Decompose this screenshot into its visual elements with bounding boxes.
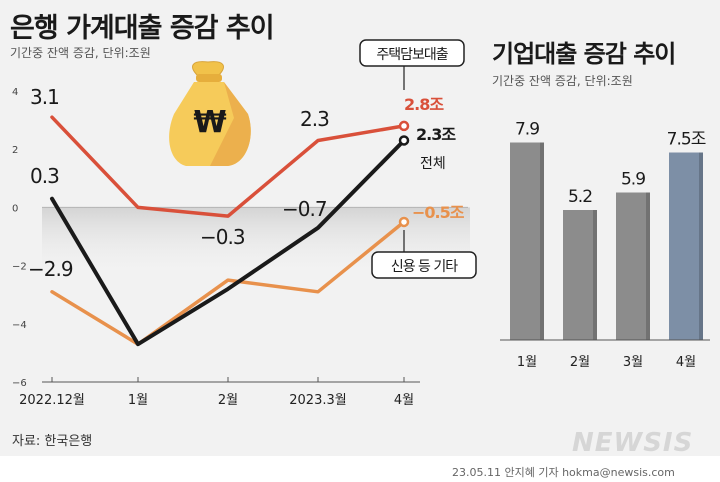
data-label-total: −0.3 bbox=[200, 225, 245, 249]
right-chart-title: 기업대출 증감 추이 bbox=[492, 40, 676, 68]
series-end-marker-total bbox=[398, 135, 410, 146]
left-chart-title: 은행 가계대출 증감 추이 bbox=[10, 13, 275, 44]
legend-label-mortgage: 주택담보대출 bbox=[376, 47, 448, 63]
y-tick-label: 0 bbox=[12, 203, 18, 214]
bar-category-label: 2월 bbox=[570, 355, 590, 370]
y-tick-label: −6 bbox=[12, 378, 27, 389]
series-line-mortgage bbox=[50, 115, 406, 218]
x-tick-label: 1월 bbox=[128, 393, 148, 408]
legend-label-total: 전체 bbox=[420, 156, 446, 172]
bar-value-label: 7.5조 bbox=[667, 130, 706, 150]
svg-text:₩: ₩ bbox=[193, 105, 226, 140]
bar bbox=[616, 192, 650, 340]
legend-box-mortgage bbox=[359, 39, 465, 67]
y-tick-label: −4 bbox=[12, 320, 27, 331]
bar bbox=[510, 142, 544, 340]
bar-category-label: 4월 bbox=[676, 355, 696, 370]
bar-shadow-edge bbox=[540, 142, 544, 340]
bar-category-label: 1월 bbox=[517, 355, 537, 370]
x-tick-label: 2022.12월 bbox=[19, 393, 85, 408]
footer-credit: 23.05.11 안지혜 기자 hokma@newsis.com bbox=[452, 466, 675, 479]
y-tick-label: −2 bbox=[12, 262, 27, 273]
data-label-total: 0.3 bbox=[30, 164, 59, 188]
money-bag-icon: ₩ bbox=[169, 61, 251, 166]
source-note: 자료: 한국은행 bbox=[12, 434, 93, 449]
corporate-loan-bar-chart: 7.9 1월 5.2 2월 5.9 3월 7.5조 4월 bbox=[500, 120, 710, 370]
legend-box-credit bbox=[371, 251, 477, 279]
series-end-marker-mortgage bbox=[398, 120, 410, 132]
bar-shadow-edge bbox=[646, 192, 650, 340]
footer-bar bbox=[0, 456, 720, 482]
series-line-total bbox=[50, 138, 406, 347]
newsis-logo: NEWSIS bbox=[572, 428, 694, 458]
data-label-mortgage: 3.1 bbox=[30, 85, 59, 109]
x-tick-label: 4월 bbox=[394, 393, 414, 408]
bar-shadow-edge bbox=[699, 152, 703, 340]
y-tick-label: 2 bbox=[12, 145, 18, 156]
data-label-mortgage: 2.3 bbox=[300, 107, 329, 131]
legend-label-credit: 신용 등 기타 bbox=[391, 259, 458, 275]
series-end-marker-credit bbox=[398, 216, 410, 228]
right-chart-subtitle: 기간중 잔액 증감, 단위:조원 bbox=[492, 74, 633, 88]
bar-shadow-edge bbox=[593, 210, 597, 340]
chart-area: −6 −4 −2 0 2 4 2022.12월 1월 2월 2023.3월 4월 3.1 2.3 2.8조… bbox=[12, 39, 710, 408]
left-chart-subtitle: 기간중 잔액 증감, 단위:조원 bbox=[10, 46, 151, 60]
y-tick-label: 4 bbox=[12, 87, 18, 98]
bar-value-label: 5.9 bbox=[621, 170, 645, 190]
bar-category-label: 3월 bbox=[623, 355, 643, 370]
bar bbox=[669, 152, 703, 340]
x-tick-label: 2월 bbox=[218, 393, 238, 408]
data-label-mortgage: 2.8조 bbox=[404, 95, 444, 114]
data-label-credit: −0.5조 bbox=[412, 203, 465, 222]
data-label-total: 2.3조 bbox=[416, 125, 456, 144]
bar bbox=[563, 210, 597, 340]
data-label-total: −0.7 bbox=[282, 197, 327, 221]
household-loan-line-chart: −6 −4 −2 0 2 4 2022.12월 1월 2월 2023.3월 4월 3.1 2.3 2.8조… bbox=[12, 39, 477, 408]
data-label-credit: −2.9 bbox=[28, 257, 73, 281]
x-tick-label: 2023.3월 bbox=[289, 393, 346, 408]
bar-value-label: 5.2 bbox=[568, 187, 592, 207]
bar-value-label: 7.9 bbox=[515, 120, 539, 140]
series-line-credit bbox=[50, 220, 406, 346]
